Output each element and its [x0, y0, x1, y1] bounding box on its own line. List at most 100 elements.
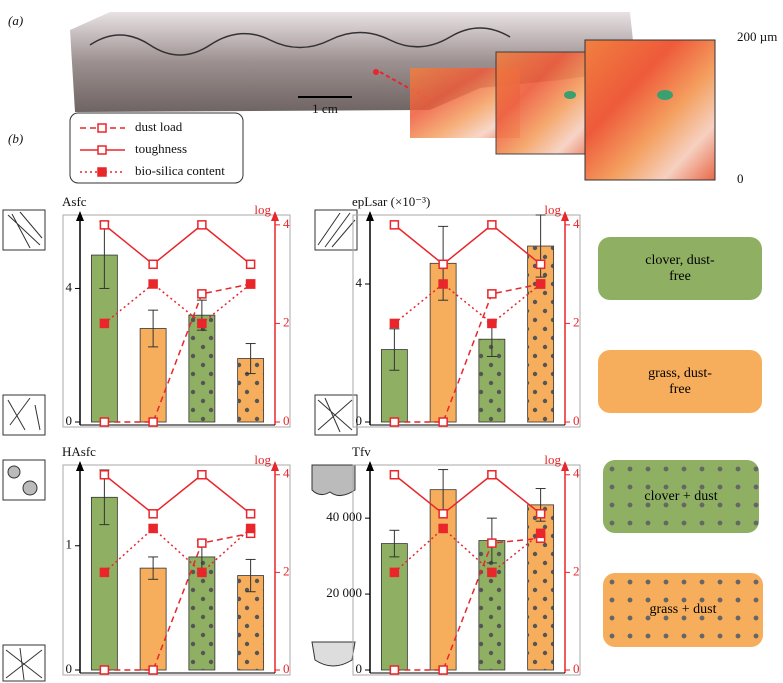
line-marker [487, 538, 497, 548]
line-marker [99, 567, 110, 578]
group-label: clover, dust-free [645, 252, 715, 284]
group-label: grass + dust [649, 602, 717, 617]
pointer [379, 71, 431, 101]
bar [90, 496, 118, 671]
chart-title: Tfv [352, 444, 371, 459]
map-feature [657, 90, 673, 100]
log-line [103, 223, 252, 266]
tooth-image [70, 12, 636, 112]
line-marker [438, 509, 448, 519]
line-marker [99, 417, 110, 427]
plot-frame [352, 214, 581, 428]
log-line [103, 283, 252, 325]
chart-title: HAsfc [62, 444, 96, 459]
plot-frame [62, 214, 291, 428]
line-marker [197, 289, 207, 299]
log-line [394, 537, 541, 671]
enamel-outline [89, 27, 511, 56]
log-line [104, 532, 251, 671]
plot-frame [352, 464, 581, 676]
line-marker [438, 523, 448, 534]
surface-map [584, 39, 716, 181]
log-line [394, 283, 541, 423]
log-line [393, 473, 542, 515]
y-axis-arrow [366, 461, 374, 471]
y2-tick-label: 4 [283, 466, 290, 481]
panel-label: (a) [8, 13, 23, 28]
y-axis-arrow [366, 211, 374, 221]
chart-title: Asfc [62, 194, 87, 209]
group-box: clover + dust [603, 460, 759, 533]
log-line [393, 527, 542, 574]
log-line [103, 527, 252, 574]
group-box: clover, dust-free [598, 237, 762, 300]
scale-label: 1 cm [312, 101, 338, 116]
line-marker [197, 318, 207, 329]
icons [2, 209, 358, 682]
y2-tick-label: 4 [283, 216, 290, 231]
line-marker [148, 509, 158, 519]
line-marker [487, 470, 497, 480]
y2-axis-label: log [254, 452, 271, 467]
map-axis-label: 200 µm [737, 29, 777, 44]
line-marker [148, 665, 158, 675]
map-feature [564, 91, 576, 99]
y2-axis-arrow [271, 211, 279, 221]
line-marker [389, 417, 400, 427]
group-label: clover + dust [644, 488, 718, 504]
y-axis-arrow [76, 211, 84, 221]
pointer-dot [373, 69, 379, 75]
y2-axis-arrow [271, 461, 279, 471]
line-marker [535, 528, 546, 539]
bar [380, 543, 408, 671]
legend-label: toughness [135, 141, 187, 156]
line-marker [99, 470, 110, 480]
y2-tick-label: 2 [573, 314, 580, 329]
y2-axis-arrow [561, 211, 569, 221]
bar-dust [188, 315, 215, 422]
line-marker [99, 665, 110, 675]
line-marker [438, 259, 448, 270]
y-tick-label: 0 [66, 661, 73, 676]
y2-tick-label: 2 [283, 563, 290, 578]
line-marker [245, 279, 256, 289]
line-marker [99, 220, 110, 230]
y-tick-label: 20 000 [326, 585, 362, 600]
y2-tick-label: 4 [573, 216, 580, 231]
y-tick-label: 0 [356, 661, 363, 676]
y-tick-label: 4 [66, 279, 73, 294]
line-marker [197, 538, 207, 548]
y2-tick-label: 4 [573, 466, 580, 481]
line-marker [535, 259, 546, 270]
line-marker [148, 279, 158, 289]
y-axis-arrow [76, 461, 84, 471]
y2-axis-arrow [561, 461, 569, 471]
line-marker [245, 259, 256, 270]
log-line [104, 283, 251, 423]
line-marker [389, 220, 400, 230]
line-marker [197, 567, 207, 578]
line-marker [389, 665, 400, 675]
plot-frame [62, 464, 291, 676]
line-marker [438, 665, 448, 675]
line-marker [99, 318, 110, 329]
group-box: grass + dust [603, 573, 763, 647]
y-tick-label: 1 [66, 537, 73, 552]
y-tick-label: 4 [356, 275, 363, 290]
y2-tick-label: 0 [283, 413, 290, 428]
y2-tick-label: 2 [283, 314, 290, 329]
line-marker [438, 417, 448, 427]
line-marker [438, 279, 448, 289]
y2-axis-label: log [544, 452, 561, 467]
line-marker [389, 567, 400, 578]
line-marker [97, 123, 107, 133]
group-label: grass, dust-free [648, 365, 712, 397]
y-tick-label: 0 [356, 413, 363, 428]
bar [139, 567, 167, 671]
log-line [103, 473, 252, 515]
line-marker [97, 167, 107, 177]
bar [429, 489, 457, 671]
y2-tick-label: 0 [573, 661, 580, 676]
line-marker [148, 417, 158, 427]
